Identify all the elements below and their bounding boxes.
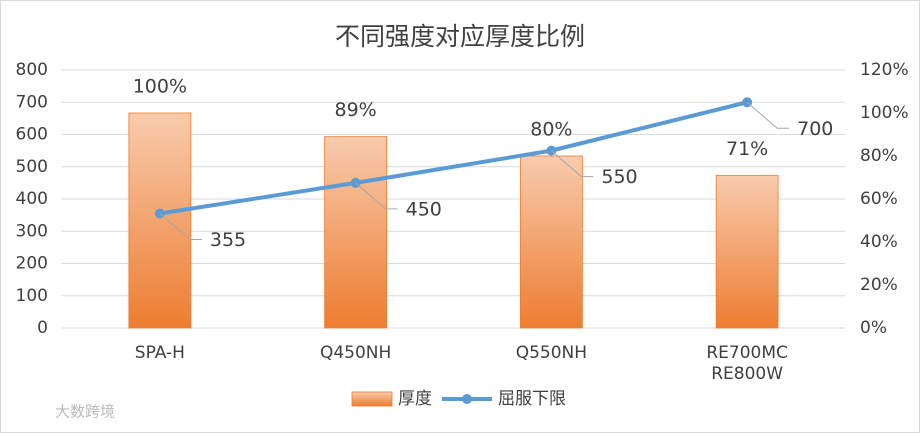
bar — [519, 155, 583, 329]
legend-label: 屈服下限 — [498, 389, 566, 409]
y-tick-label: 400 — [16, 189, 48, 209]
chart-title: 不同强度对应厚度比例 — [335, 22, 585, 51]
bar — [324, 136, 388, 329]
leader-line — [746, 101, 790, 129]
y-tick-label: 600 — [16, 125, 48, 145]
y2-tick-label: 80% — [860, 146, 898, 166]
leader-line — [159, 213, 202, 241]
y2-tick-label: 100% — [860, 103, 909, 123]
bar — [715, 174, 779, 329]
y2-tick-label: 40% — [860, 232, 898, 252]
line — [159, 100, 748, 216]
bar — [128, 112, 192, 329]
leader-line — [551, 150, 594, 178]
legend-label: 厚度 — [398, 389, 432, 409]
line-value-label: 450 — [406, 198, 442, 220]
line-value-label: 550 — [601, 166, 637, 188]
bar-value-label: 89% — [335, 99, 377, 121]
legend-marker — [462, 394, 472, 404]
y-tick-label: 0 — [37, 318, 48, 338]
line-value-label: 700 — [797, 118, 833, 140]
bar-value-label: 71% — [726, 138, 768, 160]
x-tick-label: Q550NH — [515, 343, 588, 363]
bar-value-label: 100% — [133, 76, 187, 98]
x-tick-label: SPA-H — [134, 343, 185, 363]
y-tick-label: 800 — [16, 60, 48, 80]
watermark: 大数跨境 — [55, 403, 115, 421]
leader-line — [355, 182, 398, 210]
y2-tick-label: 120% — [860, 60, 909, 80]
y-tick-label: 200 — [16, 254, 48, 274]
y2-tick-label: 0% — [860, 318, 887, 338]
bar-value-label: 80% — [530, 119, 572, 141]
legend-swatch — [351, 391, 393, 407]
y-tick-label: 500 — [16, 157, 48, 177]
y-tick-label: 300 — [16, 221, 48, 241]
line-value-label: 355 — [210, 229, 246, 251]
y-tick-label: 700 — [16, 92, 48, 112]
x-tick-label: Q450NH — [319, 343, 392, 363]
x-tick-label: RE700MC RE800W — [706, 343, 788, 384]
y-tick-label: 100 — [16, 286, 48, 306]
y2-tick-label: 60% — [860, 189, 898, 209]
y2-tick-label: 20% — [860, 275, 898, 295]
